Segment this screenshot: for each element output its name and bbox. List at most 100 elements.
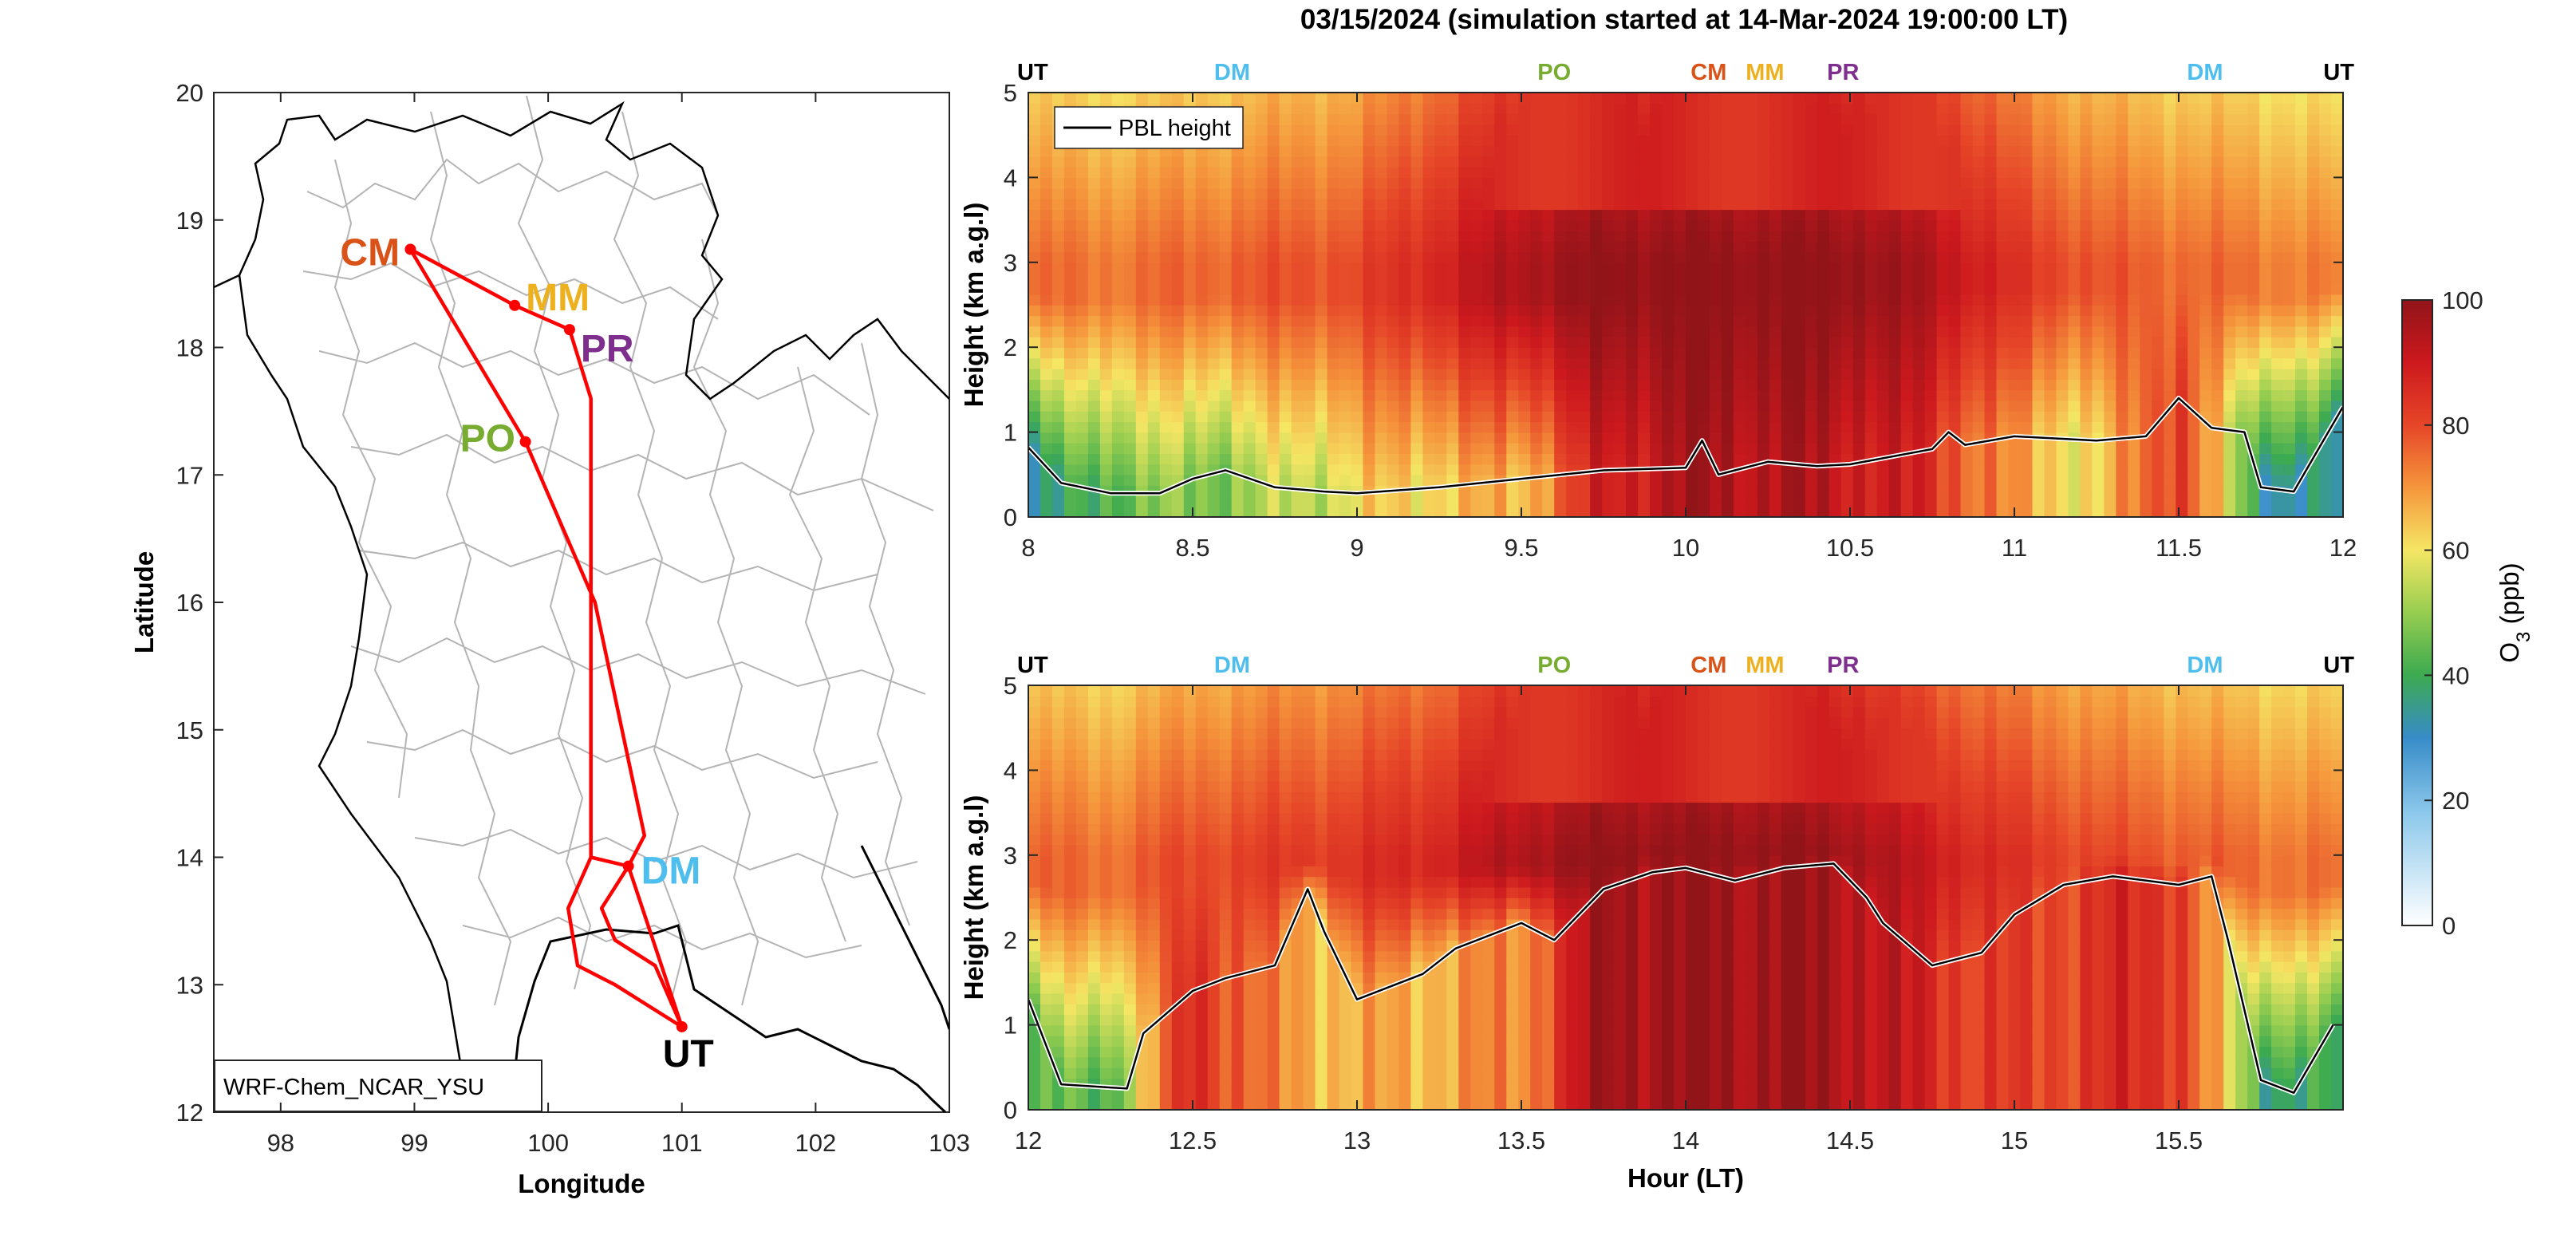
o3-cell	[1805, 379, 1818, 391]
o3-cell	[1051, 241, 1065, 253]
o3-cell	[1075, 760, 1089, 771]
o3-cell	[1662, 357, 1675, 369]
o3-cell	[1291, 495, 1304, 507]
o3-cell	[2331, 294, 2343, 306]
o3-cell	[2044, 167, 2057, 179]
o3-cell	[1123, 156, 1137, 168]
o3-cell	[2247, 315, 2260, 327]
o3-cell	[1709, 379, 1722, 391]
o3-cell	[2044, 113, 2057, 125]
o3-cell	[1721, 485, 1734, 497]
o3-cell	[1984, 442, 1998, 454]
o3-cell	[1327, 453, 1340, 465]
o3-cell	[1351, 113, 1364, 125]
o3-cell	[2235, 389, 2248, 401]
o3-cell	[1099, 495, 1113, 507]
o3-cell	[1769, 485, 1782, 497]
o3-cell	[1267, 347, 1280, 359]
o3-cell	[2164, 389, 2177, 401]
o3-cell	[2271, 219, 2284, 231]
o3-cell	[1243, 368, 1256, 380]
o3-cell	[1063, 495, 1077, 507]
o3-cell	[1470, 241, 1484, 253]
o3-cell	[2187, 251, 2201, 263]
o3-cell	[1936, 199, 1950, 211]
map-boundaries	[214, 95, 949, 1112]
o3-cell	[1087, 315, 1101, 327]
o3-cell	[1422, 453, 1436, 465]
o3-cell	[1087, 187, 1101, 199]
o3-cell	[2283, 230, 2296, 242]
o3-cell	[1028, 347, 1041, 359]
o3-cell	[1781, 485, 1794, 497]
o3-cell	[1315, 379, 1328, 391]
o3-cell	[1159, 918, 1173, 930]
o3-cell	[1147, 187, 1161, 199]
o3-cell	[1912, 135, 1926, 147]
o3-cell	[1506, 177, 1520, 189]
o3-cell	[2008, 251, 2022, 263]
o3-cell	[1650, 336, 1663, 348]
o3-cell	[1614, 199, 1627, 211]
o3-cell	[2068, 294, 2081, 306]
o3-cell	[2092, 495, 2105, 507]
o3-cell	[1279, 442, 1292, 454]
o3-cell	[1900, 187, 1914, 199]
o3-cell	[1075, 854, 1089, 866]
o3-cell	[2319, 124, 2332, 136]
o3-cell	[1159, 760, 1173, 771]
o3-cell	[1375, 474, 1388, 486]
o3-cell	[1039, 802, 1053, 814]
o3-cell	[1087, 283, 1101, 295]
o3-cell	[2044, 251, 2057, 263]
o3-cell	[1410, 219, 1424, 231]
o3-cell	[2295, 241, 2308, 253]
o3-cell	[2152, 336, 2165, 348]
o3-cell	[1626, 209, 1639, 221]
o3-cell	[1566, 209, 1579, 221]
o3-cell	[2331, 251, 2343, 263]
o3-cell	[2152, 187, 2165, 199]
o3-cell	[1972, 177, 1986, 189]
o3-cell	[2020, 230, 2034, 242]
o3-cell	[2092, 305, 2105, 317]
o3-cell	[1721, 506, 1734, 517]
o3-cell	[1721, 421, 1734, 433]
o3-cell	[2080, 251, 2093, 263]
o3-cell	[2104, 485, 2117, 497]
o3-cell	[2295, 315, 2308, 327]
o3-cell	[1398, 368, 1412, 380]
o3-cell	[1351, 103, 1364, 115]
o3-cell	[1339, 453, 1352, 465]
o3-cell	[1243, 241, 1256, 253]
o3-cell	[1099, 273, 1113, 285]
o3-cell	[1123, 199, 1137, 211]
o3-cell	[2104, 251, 2117, 263]
o3-cell	[1840, 336, 1854, 348]
o3-cell	[1111, 283, 1125, 295]
o3-cell	[1375, 400, 1388, 412]
o3-cell	[2008, 474, 2022, 486]
o3-cell	[2319, 357, 2332, 369]
o3-cell	[1864, 93, 1878, 105]
o3-cell	[1518, 251, 1532, 263]
o3-cell	[2152, 357, 2165, 369]
o3-cell	[1757, 219, 1770, 231]
o3-cell	[1960, 103, 1974, 115]
o3-cell	[1075, 844, 1089, 856]
o3-cell	[2271, 177, 2284, 189]
o3-cell	[1123, 368, 1137, 380]
o3-cell	[1518, 495, 1532, 507]
o3-cell	[1924, 199, 1938, 211]
o3-cell	[2283, 506, 2296, 517]
o3-cell	[1195, 347, 1209, 359]
o3-cell	[1554, 103, 1567, 115]
o3-cell	[1566, 177, 1579, 189]
o3-cell	[1135, 812, 1149, 824]
o3-cell	[2295, 453, 2308, 465]
o3-cell	[1303, 262, 1316, 274]
o3-cell	[1506, 442, 1520, 454]
o3-cell	[1769, 167, 1782, 179]
o3-cell	[1470, 113, 1484, 125]
o3-cell	[1291, 177, 1304, 189]
